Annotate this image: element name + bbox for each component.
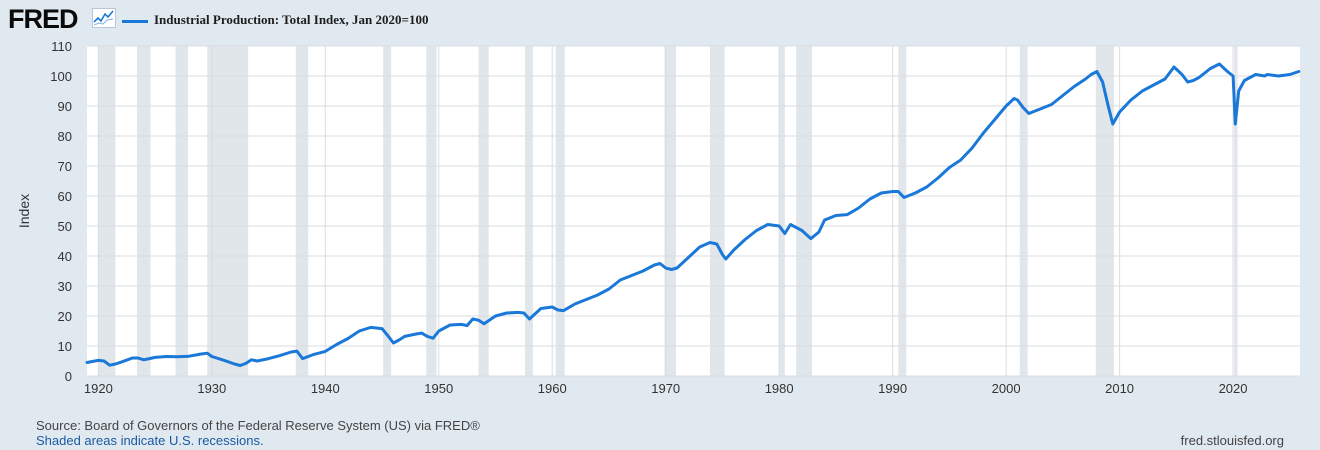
recession-band [383,46,392,376]
legend-swatch [122,20,148,23]
recession-band [1234,46,1238,376]
x-tick-label: 1960 [538,381,567,396]
recession-band [207,46,249,376]
recession-band [478,46,489,376]
x-tick-label: 2020 [1219,381,1248,396]
x-tick-label: 1970 [651,381,680,396]
recession-band [98,46,116,376]
recession-band [1095,46,1114,376]
plot-area [87,46,1300,376]
recession-band [555,46,565,376]
x-tick-label: 1950 [424,381,453,396]
recession-band [295,46,309,376]
y-tick-label: 20 [58,309,72,324]
y-tick-label: 50 [58,219,72,234]
recession-band [426,46,437,376]
recession-note: Shaded areas indicate U.S. recessions. [36,433,264,448]
x-tick-label: 1990 [878,381,907,396]
x-tick-label: 1920 [84,381,113,396]
fred-url-link[interactable]: fred.stlouisfed.org [1180,433,1284,448]
y-tick-label: 100 [50,69,72,84]
recession-band [524,46,533,376]
x-tick-label: 1940 [311,381,340,396]
recession-band [175,46,188,376]
x-tick-label: 2000 [992,381,1021,396]
fred-logo[interactable]: FRED [8,4,78,34]
x-tick-label: 2010 [1105,381,1134,396]
recession-band [664,46,676,376]
x-tick-label: 1980 [765,381,794,396]
chart-header: FRED Industrial Production: Total Index,… [0,0,1320,40]
y-tick-label: 80 [58,129,72,144]
recession-band [1019,46,1028,376]
recession-band [779,46,785,376]
y-tick-label: 0 [65,369,72,384]
y-tick-label: 110 [51,39,72,54]
source-note: Source: Board of Governors of the Federa… [36,418,480,433]
recession-band [796,46,813,376]
recession-band [898,46,907,376]
y-tick-label: 60 [58,189,72,204]
line-chart: 0 10 20 30 40 50 60 70 80 90 100 110 1920 1930 1940 195… [16,39,1301,396]
y-tick-label: 70 [58,159,72,174]
y-tick-label: 10 [58,339,72,354]
y-tick-label: 90 [58,99,72,114]
fred-sparkline-icon [92,8,116,33]
recession-band [136,46,151,376]
x-tick-label: 1930 [197,381,226,396]
series-line [85,62,1301,367]
recession-band [709,46,725,376]
y-tick-label: 30 [58,279,72,294]
y-axis-label: Index [16,194,32,228]
y-tick-label: 40 [58,249,72,264]
legend-label: Industrial Production: Total Index, Jan … [154,12,429,27]
